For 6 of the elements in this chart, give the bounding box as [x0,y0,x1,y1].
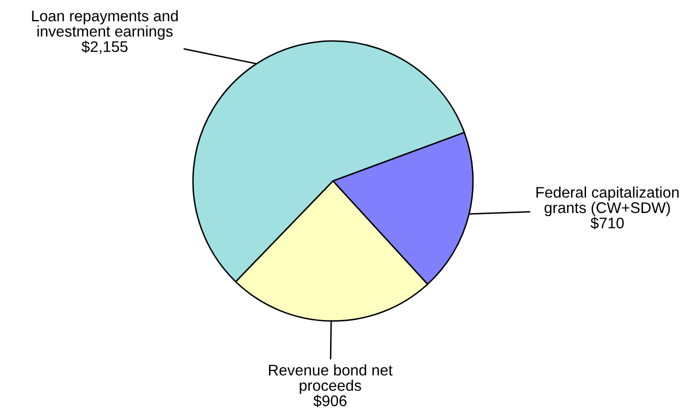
slice-label: Federal capitalization grants (CW+SDW) [536,186,679,216]
data-label: $906 [313,394,347,408]
data-label: $2,155 [82,40,128,54]
data-label: $710 [590,216,624,230]
slice-label: Loan repayments and investment earnings [32,10,178,40]
slice-label: Revenue bond net proceeds [269,364,393,394]
